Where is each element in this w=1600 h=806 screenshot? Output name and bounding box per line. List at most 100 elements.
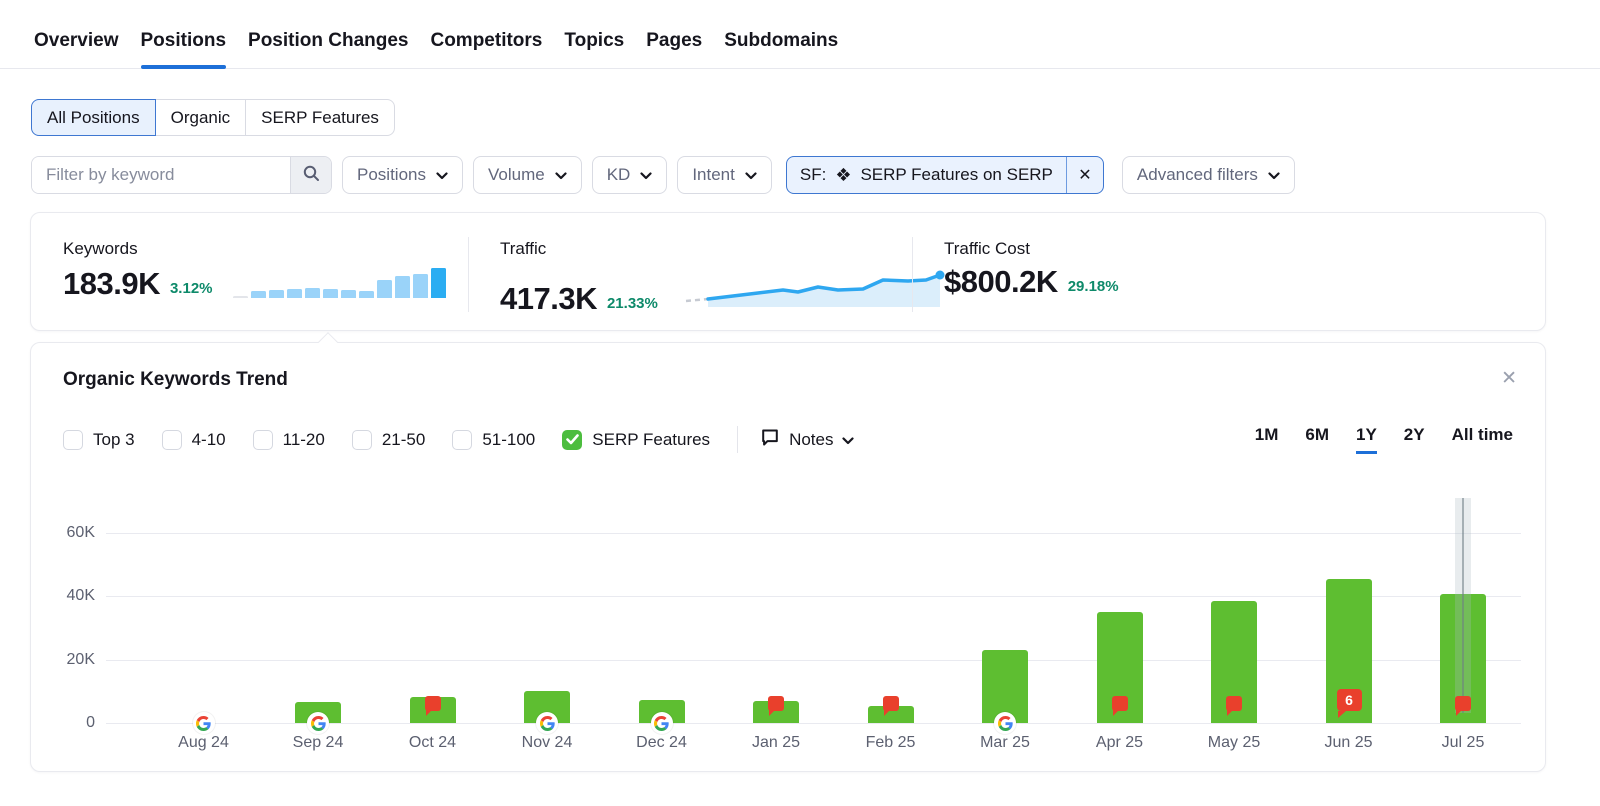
tab-overview[interactable]: Overview — [34, 30, 119, 51]
filter-serp-features-checkbox[interactable]: SERP Features — [562, 429, 711, 450]
range-6m[interactable]: 6M — [1305, 425, 1329, 444]
position-type-switcher: All Positions Organic SERP Features — [31, 99, 395, 136]
sf-chip-label: SERP Features on SERP — [860, 165, 1053, 184]
x-axis-label: Jun 25 — [1324, 734, 1373, 751]
checkbox-icon — [161, 429, 182, 450]
traffic-spark-dash — [685, 297, 708, 303]
traffic-metric-change: 21.33% — [606, 295, 658, 312]
google-update-icon[interactable] — [192, 712, 215, 734]
checkbox-icon — [63, 429, 83, 450]
note-flag-icon[interactable] — [1111, 696, 1128, 716]
x-axis-label: Dec 24 — [636, 734, 687, 751]
chart-bar[interactable] — [867, 706, 914, 723]
keywords-spark-bar — [232, 296, 248, 298]
google-update-icon[interactable] — [994, 712, 1016, 734]
trend-panel-title: Organic Keywords Trend — [63, 369, 288, 390]
filter-11-20-label: 11-20 — [282, 429, 325, 449]
traffic-spark-area — [707, 275, 940, 307]
search-button[interactable] — [290, 157, 331, 193]
keywords-spark-bar — [322, 289, 338, 298]
segment-organic[interactable]: Organic — [154, 99, 247, 136]
filter-21-50-checkbox[interactable]: 21-50 — [351, 429, 425, 450]
segment-all-positions[interactable]: All Positions — [31, 99, 156, 136]
traffic-metric[interactable]: Traffic 417.3K 21.33% — [468, 213, 945, 330]
search-icon — [302, 164, 320, 187]
gridline — [106, 659, 1521, 661]
checkbox-icon — [351, 429, 372, 450]
serp-features-filter-chip: SF: ❖ SERP Features on SERP ✕ — [785, 156, 1104, 194]
tab-topics[interactable]: Topics — [564, 30, 625, 51]
positions-filter-dropdown[interactable]: Positions — [342, 156, 463, 194]
keywords-metric-label: Keywords — [63, 239, 138, 258]
trend-controls-row: Top 3 4-10 11-20 21-50 51-100 — [63, 425, 1513, 454]
checkbox-icon — [252, 429, 273, 450]
y-axis-label: 40K — [66, 587, 95, 604]
keyword-filter-input[interactable] — [32, 157, 290, 193]
keywords-metric[interactable]: Keywords 183.9K 3.12% — [31, 213, 468, 330]
traffic-metric-label: Traffic — [500, 239, 547, 258]
chevron-down-icon — [640, 165, 652, 185]
chart-bar[interactable] — [753, 700, 799, 723]
filter-top3-checkbox[interactable]: Top 3 — [63, 429, 135, 450]
report-tab-bar: Overview Positions Position Changes Comp… — [0, 0, 1600, 69]
range-1y[interactable]: 1Y — [1356, 425, 1377, 454]
traffic-cost-metric-label: Traffic Cost — [944, 239, 1030, 258]
keywords-metric-value: 183.9K — [63, 265, 160, 301]
tab-pages[interactable]: Pages — [646, 30, 703, 51]
keywords-spark-bar — [304, 288, 320, 298]
advanced-filters-dropdown[interactable]: Advanced filters — [1121, 156, 1295, 194]
tab-subdomains[interactable]: Subdomains — [724, 30, 839, 51]
hover-highlight-band — [1455, 498, 1471, 713]
segment-serp-features[interactable]: SERP Features — [245, 99, 395, 136]
note-flag-icon[interactable]: 6 — [1336, 689, 1362, 718]
keyword-filter-group — [31, 156, 332, 194]
range-1m[interactable]: 1M — [1254, 425, 1279, 444]
tab-position-changes[interactable]: Position Changes — [248, 30, 409, 51]
note-flag-icon[interactable] — [1226, 696, 1242, 716]
filter-51-100-label: 51-100 — [482, 429, 536, 449]
close-trend-panel-button[interactable]: ✕ — [1501, 368, 1517, 389]
range-all-time[interactable]: All time — [1451, 425, 1513, 444]
date-range-switcher: 1M 6M 1Y 2Y All time — [1255, 425, 1513, 454]
x-axis-label: Apr 25 — [1095, 734, 1144, 751]
range-2y[interactable]: 2Y — [1403, 425, 1425, 444]
google-update-icon[interactable] — [650, 712, 673, 734]
sf-prefix-label: SF: — [799, 165, 827, 184]
chevron-down-icon — [1268, 165, 1280, 185]
serp-features-filter-chip-body[interactable]: SF: ❖ SERP Features on SERP — [787, 157, 1066, 193]
filter-serp-features-label: SERP Features — [592, 429, 711, 449]
advanced-filters-label: Advanced filters — [1136, 165, 1258, 184]
notes-label: Notes — [789, 429, 834, 449]
filter-4-10-checkbox[interactable]: 4-10 — [161, 429, 226, 450]
chart-bar[interactable] — [638, 700, 685, 723]
notes-dropdown[interactable]: Notes — [760, 427, 855, 452]
note-flag-icon[interactable] — [882, 696, 899, 716]
volume-filter-label: Volume — [487, 165, 545, 184]
organic-keywords-trend-panel: Organic Keywords Trend ✕ Top 3 4-10 11-2… — [30, 332, 1546, 772]
traffic-cost-metric[interactable]: Traffic Cost $800.2K 29.18% — [912, 213, 1545, 330]
intent-filter-dropdown[interactable]: Intent — [677, 156, 772, 194]
keywords-spark-bar — [340, 290, 356, 298]
note-flag-icon[interactable] — [424, 696, 441, 716]
y-axis-label: 60K — [66, 523, 95, 541]
filter-11-20-checkbox[interactable]: 11-20 — [252, 429, 325, 450]
google-update-icon[interactable] — [307, 712, 329, 734]
keywords-spark-bar — [394, 276, 410, 298]
note-flag-icon[interactable] — [1455, 696, 1471, 716]
volume-filter-dropdown[interactable]: Volume — [472, 156, 582, 194]
note-flag-icon[interactable] — [768, 696, 784, 716]
x-axis-label: May 25 — [1207, 734, 1261, 751]
keywords-spark-bar — [412, 274, 428, 298]
keywords-spark-bar — [250, 291, 266, 298]
google-update-icon[interactable] — [536, 712, 558, 734]
tab-competitors[interactable]: Competitors — [430, 30, 543, 51]
traffic-metric-value: 417.3K — [500, 280, 597, 316]
keywords-spark-bar — [430, 268, 446, 298]
kd-filter-dropdown[interactable]: KD — [591, 156, 668, 194]
filter-51-100-checkbox[interactable]: 51-100 — [452, 429, 536, 450]
chart-bar[interactable] — [982, 649, 1028, 723]
tab-positions[interactable]: Positions — [140, 30, 226, 69]
remove-sf-filter-button[interactable]: ✕ — [1065, 157, 1103, 193]
kd-filter-label: KD — [606, 165, 631, 184]
